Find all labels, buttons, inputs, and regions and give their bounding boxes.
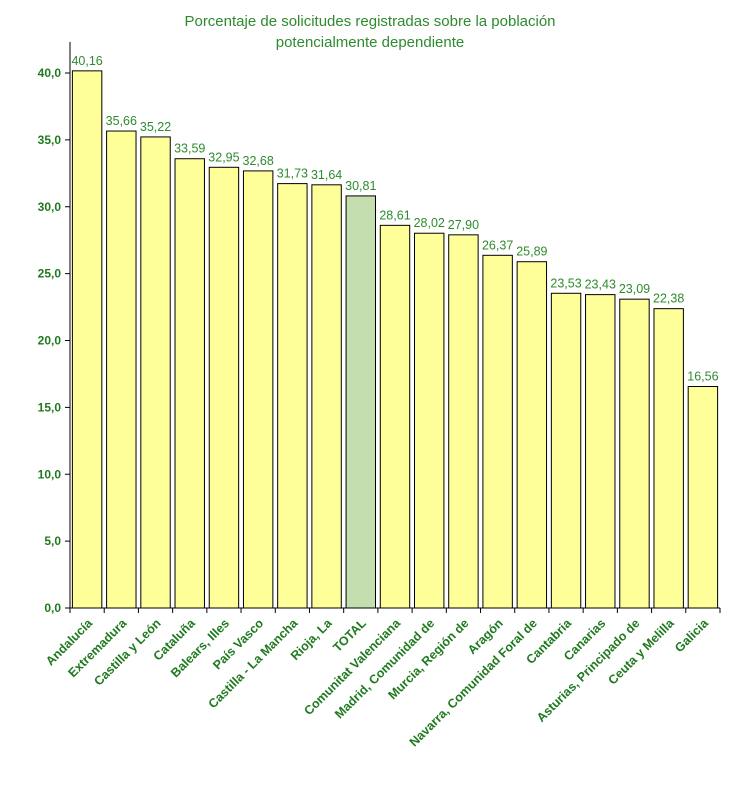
- bar-11: [448, 234, 479, 609]
- bar-6: [277, 183, 308, 609]
- bar-16: [619, 298, 650, 609]
- y-tick-label: 25,0: [38, 267, 62, 281]
- bar-12: [482, 254, 513, 609]
- y-tick-label: 0,0: [44, 601, 61, 615]
- bar-8: [345, 195, 377, 609]
- chart-title-line-1: Porcentaje de solicitudes registradas so…: [184, 13, 555, 30]
- bar-10: [414, 232, 445, 609]
- bar-2: [140, 136, 171, 609]
- value-label-6: 31,73: [277, 167, 308, 181]
- value-label-12: 26,37: [482, 238, 513, 252]
- value-label-2: 35,22: [140, 120, 171, 134]
- bar-18: [687, 386, 719, 609]
- value-label-15: 23,43: [585, 278, 616, 292]
- bar-1: [106, 130, 137, 609]
- value-label-4: 32,95: [208, 150, 239, 164]
- value-label-10: 28,02: [414, 216, 445, 230]
- value-label-3: 33,59: [174, 142, 205, 156]
- y-tick-label: 35,0: [38, 133, 62, 147]
- bar-5: [242, 170, 274, 609]
- value-label-5: 32,68: [243, 154, 274, 168]
- bar-15: [585, 294, 616, 609]
- value-label-9: 28,61: [379, 208, 410, 222]
- bar-4: [208, 166, 240, 609]
- bar-3: [174, 158, 205, 609]
- y-tick-label: 15,0: [38, 400, 62, 414]
- bar-17: [653, 308, 684, 609]
- bar-0: [71, 70, 103, 609]
- chart-title-line-2: potencialmente dependiente: [276, 34, 464, 51]
- value-label-14: 23,53: [550, 276, 581, 290]
- value-label-1: 35,66: [106, 114, 137, 128]
- value-label-17: 22,38: [653, 292, 684, 306]
- value-label-8: 30,81: [345, 179, 376, 193]
- x-tick-label-18: Galicia: [672, 615, 712, 655]
- value-label-7: 31,64: [311, 168, 342, 182]
- bar-9: [379, 224, 411, 609]
- y-tick-label: 40,0: [38, 66, 62, 80]
- value-label-16: 23,09: [619, 282, 650, 296]
- value-label-18: 16,56: [687, 370, 718, 384]
- y-tick-label: 5,0: [44, 534, 61, 548]
- bar-14: [550, 292, 582, 609]
- y-tick-label: 10,0: [38, 467, 62, 481]
- value-label-11: 27,90: [448, 218, 479, 232]
- bar-7: [311, 184, 342, 609]
- bar-13: [516, 261, 548, 609]
- y-tick-label: 20,0: [38, 334, 62, 348]
- value-label-0: 40,16: [71, 54, 102, 68]
- y-tick-label: 30,0: [38, 200, 62, 214]
- y-axis: 0,0 5,0 10,0 15,0 20,0 25,0 30,0 35,0 40,0: [38, 42, 71, 615]
- bars: [71, 70, 719, 609]
- value-label-13: 25,89: [516, 245, 547, 259]
